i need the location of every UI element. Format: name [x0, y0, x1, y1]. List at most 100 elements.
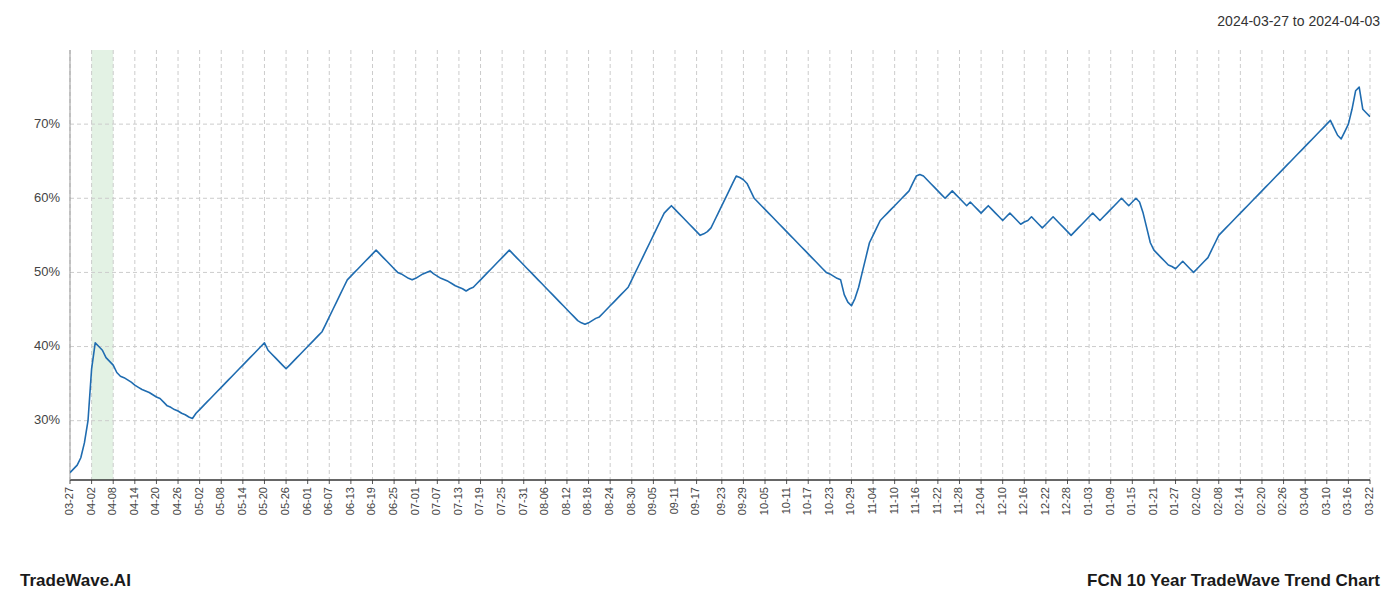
x-tick-label: 06-25: [387, 487, 399, 515]
x-grid-line: [394, 50, 395, 480]
y-grid-line: [70, 272, 1370, 273]
brand-annotation: TradeWave.AI: [20, 571, 131, 590]
x-axis-line: [70, 479, 1370, 481]
x-grid-line: [916, 50, 917, 480]
y-tick-label: 60%: [34, 190, 60, 205]
x-grid-line: [70, 50, 71, 480]
x-grid-line: [696, 50, 697, 480]
x-grid-line: [1197, 50, 1198, 480]
x-grid-line: [1067, 50, 1068, 480]
x-tick-label: 08-24: [603, 487, 615, 515]
x-tick-label: 01-09: [1104, 487, 1116, 515]
x-grid-line: [286, 50, 287, 480]
title: FCN 10 Year TradeWave Trend Chart: [1087, 571, 1380, 590]
x-grid-line: [458, 50, 459, 480]
x-tick-label: 02-20: [1255, 487, 1267, 515]
x-grid-line: [873, 50, 874, 480]
y-axis-line: [70, 50, 71, 480]
x-tick-label: 07-13: [452, 487, 464, 515]
shaded-span: [92, 50, 114, 480]
x-tick-label: 02-02: [1190, 487, 1202, 515]
x-grid-line: [808, 50, 809, 480]
x-tick-label: 05-20: [257, 487, 269, 515]
x-grid-line: [1153, 50, 1154, 480]
x-grid-line: [765, 50, 766, 480]
x-tick-label: 10-29: [844, 487, 856, 515]
x-tick-label: 11-04: [866, 487, 878, 514]
x-tick-label: 09-11: [668, 487, 680, 514]
x-tick-label: 11-28: [952, 487, 964, 514]
y-grid-line: [70, 346, 1370, 347]
trend-line: [70, 87, 1370, 473]
x-grid-line: [242, 50, 243, 480]
x-tick-label: 07-31: [517, 487, 529, 515]
x-grid-line: [894, 50, 895, 480]
x-grid-line: [329, 50, 330, 480]
x-tick-label: 12-16: [1017, 487, 1029, 515]
y-tick-label: 50%: [34, 264, 60, 279]
x-grid-line: [959, 50, 960, 480]
x-grid-line: [566, 50, 567, 480]
x-tick-label: 05-14: [236, 487, 248, 515]
x-grid-line: [631, 50, 632, 480]
x-tick-label: 12-04: [974, 487, 986, 515]
x-tick-label: 01-15: [1125, 487, 1137, 515]
x-grid-line: [1132, 50, 1133, 480]
chart-container: 30%40%50%60%70%03-2704-0204-0804-1404-20…: [0, 0, 1400, 600]
subtitle: 2024-03-27 to 2024-04-03: [1217, 13, 1380, 29]
x-grid-line: [480, 50, 481, 480]
y-grid-line: [70, 198, 1370, 199]
x-grid-line: [851, 50, 852, 480]
x-tick-label: 05-26: [279, 487, 291, 515]
x-tick-label: 12-28: [1060, 487, 1072, 515]
x-grid-line: [1326, 50, 1327, 480]
x-tick-label: 03-16: [1341, 487, 1353, 515]
x-tick-label: 03-27: [63, 487, 75, 515]
x-tick-label: 09-17: [689, 487, 701, 515]
x-tick-label: 02-26: [1276, 487, 1288, 515]
x-tick-label: 09-23: [715, 487, 727, 515]
x-tick-label: 01-03: [1082, 487, 1094, 515]
x-grid-line: [588, 50, 589, 480]
x-tick-label: 11-10: [888, 487, 900, 514]
x-grid-line: [1370, 50, 1371, 480]
x-tick-label: 04-08: [106, 487, 118, 515]
x-tick-label: 12-22: [1039, 487, 1051, 515]
x-grid-line: [1110, 50, 1111, 480]
x-grid-line: [134, 50, 135, 480]
x-tick-label: 11-16: [909, 487, 921, 514]
x-tick-label: 05-08: [214, 487, 226, 515]
x-grid-line: [829, 50, 830, 480]
x-grid-line: [199, 50, 200, 480]
x-grid-line: [981, 50, 982, 480]
x-grid-line: [1283, 50, 1284, 480]
x-tick-label: 03-10: [1320, 487, 1332, 515]
x-tick-label: 04-20: [149, 487, 161, 515]
x-tick-label: 09-05: [646, 487, 658, 515]
x-tick-label: 06-19: [365, 487, 377, 515]
y-axis: 30%40%50%60%70%: [34, 116, 60, 428]
x-grid-line: [1024, 50, 1025, 480]
x-tick-label: 03-04: [1298, 487, 1310, 515]
x-grid-line: [502, 50, 503, 480]
x-tick-label: 07-25: [495, 487, 507, 515]
x-grid-line: [264, 50, 265, 480]
x-grid-line: [786, 50, 787, 480]
x-grid-line: [1261, 50, 1262, 480]
x-grid-line: [653, 50, 654, 480]
x-tick-label: 01-21: [1147, 487, 1159, 515]
x-tick-label: 06-07: [322, 487, 334, 515]
x-grid-line: [1089, 50, 1090, 480]
x-grid-line: [721, 50, 722, 480]
x-tick-label: 08-18: [581, 487, 593, 515]
y-tick-label: 30%: [34, 412, 60, 427]
x-tick-label: 10-17: [801, 487, 813, 515]
x-tick-label: 07-01: [409, 487, 421, 515]
x-grid-line: [91, 50, 92, 480]
x-tick-label: 08-12: [560, 487, 572, 515]
x-tick-label: 01-27: [1168, 487, 1180, 515]
x-tick-label: 10-11: [780, 487, 792, 514]
x-grid-line: [1175, 50, 1176, 480]
x-axis: 03-2704-0204-0804-1404-2004-2605-0205-08…: [63, 480, 1375, 515]
x-tick-label: 06-01: [301, 487, 313, 515]
